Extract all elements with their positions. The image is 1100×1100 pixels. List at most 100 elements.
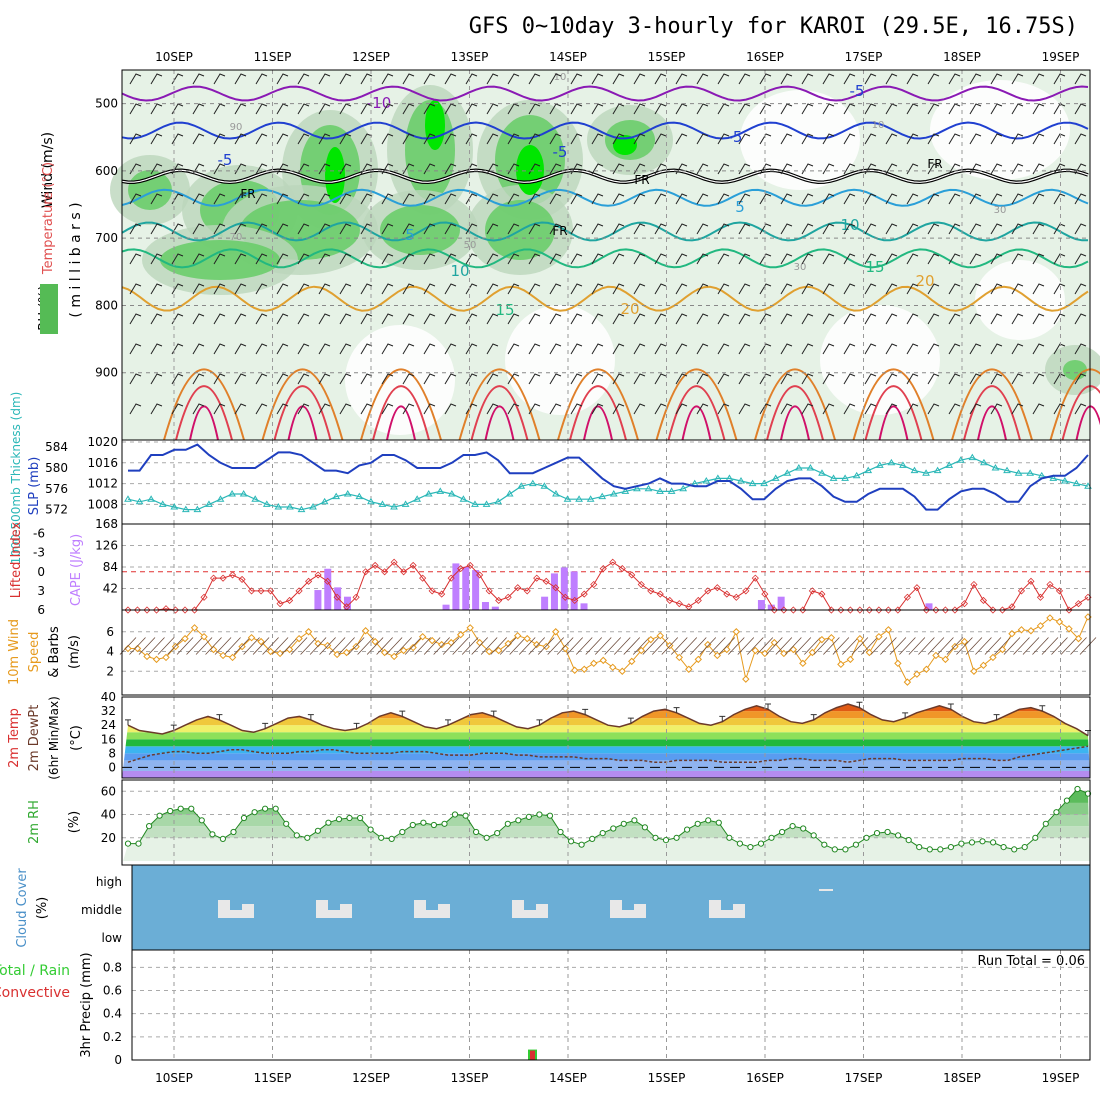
wind-barb [507,343,520,355]
wind-barb [549,133,562,145]
wind-barb [948,283,961,295]
wind-barb-10m [946,637,964,655]
wind-barb [759,73,772,85]
ytick-temp: 32 [101,704,116,718]
wind-speed-point [1008,630,1016,638]
date-label-top: 15SEP [648,50,686,64]
wind-speed-point [827,633,836,642]
rh-point [124,840,132,847]
wind-barb-10m [756,637,774,655]
wind-barb-10m [766,637,783,655]
isotherm-label: FR [634,173,649,187]
wind-barb [507,283,520,295]
cloud-bar-middle [340,904,352,918]
date-label-bottom: 15SEP [648,1071,686,1085]
wind-barb-10m [366,637,384,655]
thickness-point [829,474,838,481]
wind-barb [1011,223,1024,235]
wind-barb [822,193,835,205]
wind-speed-point [228,653,237,662]
wind-barb [738,133,751,145]
rh-point [884,828,891,836]
li-point [276,600,284,608]
wind-barb [612,223,625,235]
wind-barb [696,133,709,145]
wind-speed-point [780,649,788,658]
thickness-point [575,495,583,502]
thickness-point [274,503,283,510]
ylabel-slp: SLP (mb) [27,457,42,516]
rh-point [715,819,722,826]
rh-point [1032,834,1039,841]
wind-barb [948,253,961,265]
li-point [1036,593,1045,601]
thickness-point [459,495,468,502]
wind-barb [507,163,520,175]
date-label-top: 17SEP [845,50,883,64]
li-point [875,606,883,614]
thickness-point [239,490,248,497]
dewpoint-line [127,745,1089,763]
ytick-cloud: high [96,875,122,889]
wind-barb [906,283,919,295]
wind-barb [297,223,310,235]
wind-barb [465,373,478,385]
rh-point [325,819,332,826]
li-point [400,568,408,576]
wind-barb [192,283,205,295]
ylabel-rh-units: (%) [67,811,82,834]
wind-barb [297,73,310,85]
wind-barb [717,283,730,295]
li-point [495,596,503,605]
wind-speed-point [266,647,275,656]
wind-barb [1011,163,1024,175]
wind-barb-10m [575,637,593,655]
thickness-point [841,474,849,481]
wind-barb [990,253,1003,265]
temp-minmax-bar [810,714,817,720]
wind-barb [654,133,667,145]
wind-barb [885,343,898,355]
rh-point [620,820,627,827]
temp-minmax-bar [490,710,497,717]
ylabel-thickness: 1000-500mb Thickness (dm) [9,392,23,565]
wind-barb [486,373,499,385]
wind-barb [927,373,940,385]
wind-barb [1074,223,1087,235]
wind-speed-point [675,653,683,662]
temp-bands [122,704,1090,778]
ytick-precip: 0.2 [103,1030,122,1044]
wind-barb [801,403,814,415]
date-label-bottom: 19SEP [1042,1071,1080,1085]
wind-barb-10m [300,637,317,655]
cape-bar [777,596,785,610]
wind-barb [948,313,961,325]
wind-barb [927,193,940,205]
rh-point [441,820,448,827]
rh-point [916,844,923,851]
li-point [903,593,911,601]
li-point [381,568,389,576]
wind-barb [696,253,709,265]
li-point [419,574,427,582]
wind-barb [402,283,415,295]
li-point [761,590,769,598]
rh-point [673,834,680,841]
wind-barb [822,253,835,265]
rh-point [240,814,248,822]
wind-barb [1074,103,1087,115]
temp-minmax-bar [856,701,863,708]
ylabel-cape: CAPE (J/kg) [69,534,84,606]
wind-barb [717,133,730,145]
wind-barb-10m [785,637,802,655]
wind-barb [759,403,772,415]
wind-barb [444,403,457,415]
ytick-li: -3 [33,546,45,560]
wind-barb [129,373,142,385]
rh-shade-dry [345,325,455,435]
wind-barb [591,223,604,235]
cloud-bar-middle [328,910,340,918]
wind-barb-10m [385,637,403,655]
wind-barb [234,193,247,205]
wind-barb [234,373,247,385]
